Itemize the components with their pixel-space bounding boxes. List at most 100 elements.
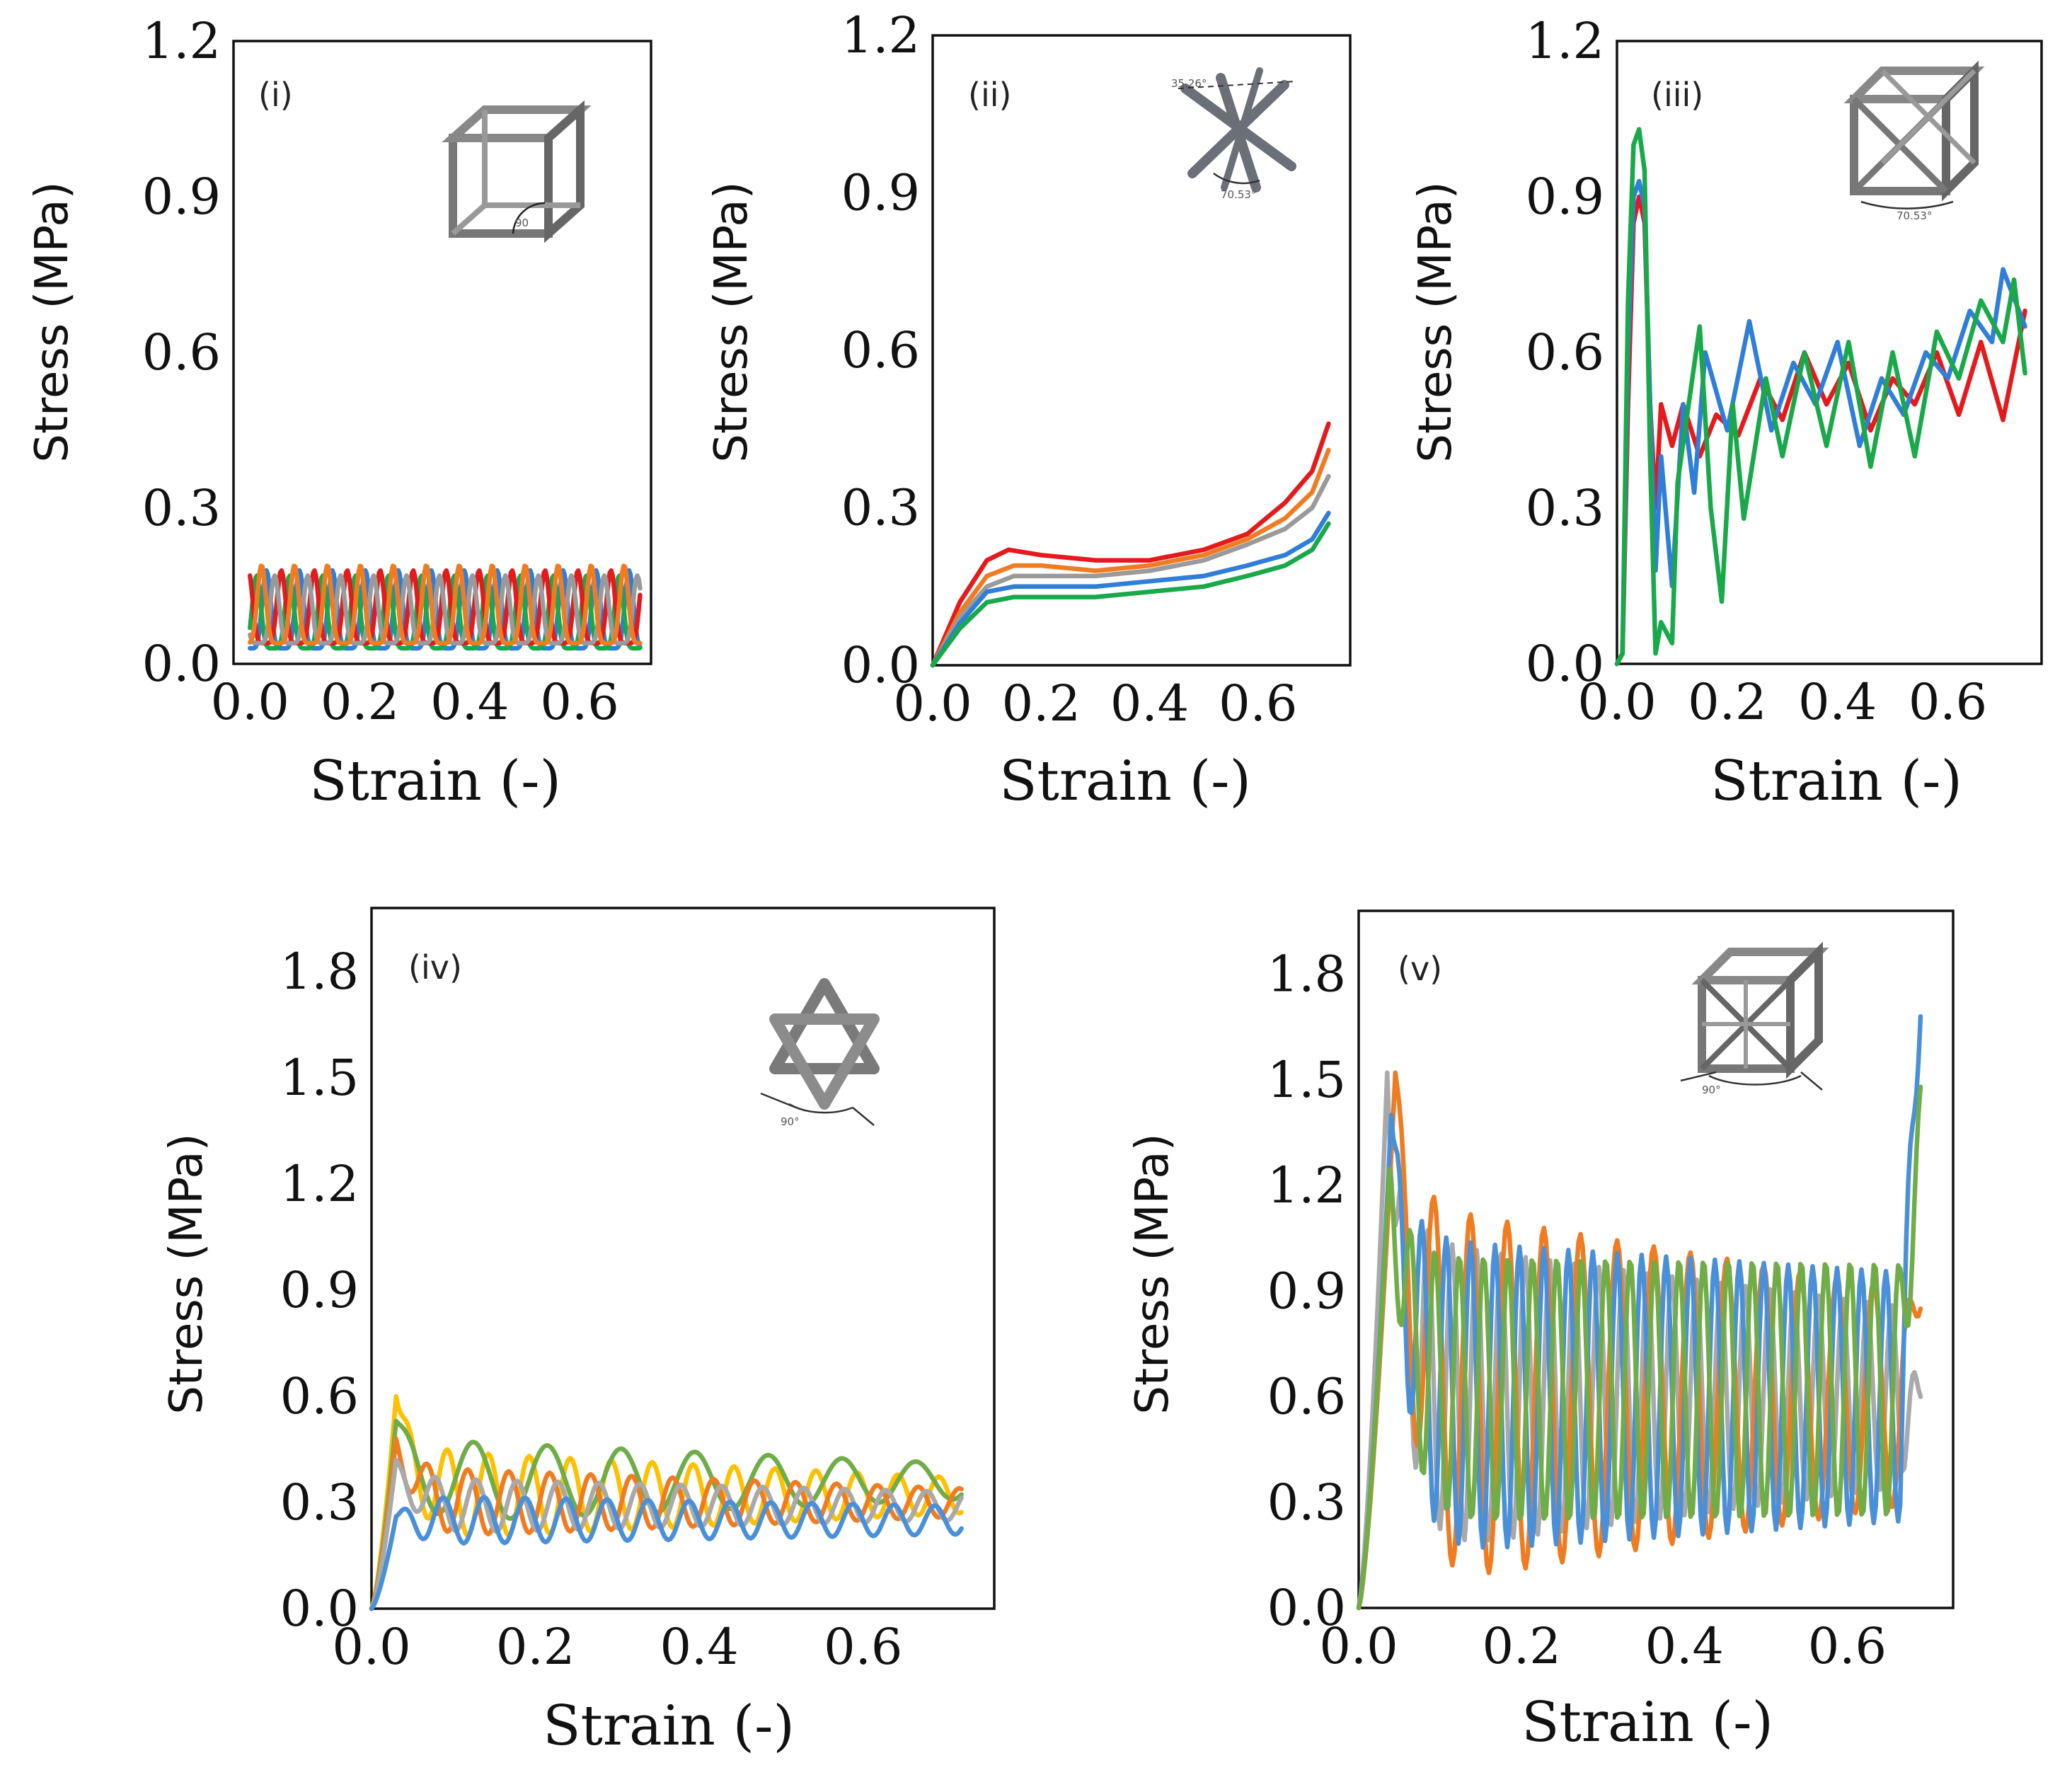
panel-ii-xtick-label: 0.2 [1002, 674, 1081, 732]
panel-v-ytick-label: 0.0 [1267, 1579, 1346, 1637]
panel-v: (v) Stress (MPa) Strain (-) 0.0 0.2 0.4 0.6… [1127, 909, 1955, 1754]
panel-ii: (ii) Stress (MPa) Strain (-) 0.0 0.2 0.4 0.… [706, 6, 1352, 813]
panel-v-xtick-label: 0.0 [1319, 1617, 1398, 1675]
panel-iii-ylabel: Stress (MPa) [1410, 181, 1462, 462]
panel-iv-ytick-label: 1.2 [280, 1155, 359, 1213]
panel-iv-frame [370, 907, 996, 1610]
panel-iii-inset-angle: 70.53° [1897, 209, 1932, 222]
panel-v-xtick-label: 0.4 [1645, 1617, 1724, 1675]
panel-v-frame [1357, 909, 1955, 1609]
panel-iv-inset-star-lattice-icon: 90° [760, 978, 880, 1128]
panel-iii-series [1614, 127, 2027, 667]
panel-iv-xtick-label: 0.6 [824, 1618, 902, 1676]
panel-ii-inset-angle-1: 35.26° [1171, 77, 1207, 90]
panel-iii-series-2 [1614, 178, 2027, 667]
panel-iv-ytick-label: 0.9 [280, 1261, 359, 1319]
panel-iv-series [369, 1394, 964, 1611]
panel-i-inset-angle: 90 [515, 217, 529, 229]
panel-v-ylabel: Stress (MPa) [1127, 1133, 1179, 1414]
panel-ii-inset-angle-2: 70.53° [1221, 188, 1256, 201]
panel-iii-xlabel: Strain (-) [1710, 749, 1962, 813]
panel-ii-ytick-label: 0.9 [841, 164, 920, 222]
panel-ii-series-2 [930, 447, 1331, 668]
panel-iv: (iv) Stress (MPa) Strain (-) 0.0 0.2 0.4 0.… [161, 907, 996, 1758]
panel-iv-ytick-label: 0.0 [280, 1580, 359, 1638]
panel-iii-ticks: 0.0 0.2 0.4 0.6 0.0 0.3 0.6 0.9 1.2 [1526, 12, 1988, 731]
panel-i: (i) Stress (MPa) Strain (-) 0.0 0.2 0.4 0.6… [26, 12, 652, 813]
panel-v-inset-angle: 90° [1702, 1084, 1721, 1096]
panel-iv-xtick-label: 0.0 [332, 1618, 410, 1676]
panel-v-xlabel: Strain (-) [1521, 1691, 1773, 1754]
panel-i-xtick-label: 0.6 [540, 673, 618, 731]
panel-i-xlabel: Strain (-) [309, 749, 561, 813]
panel-v-ticks: 0.0 0.2 0.4 0.6 0.0 0.3 0.6 0.9 1.2 1.5 1.8 [1267, 946, 1887, 1675]
panel-i-series-4 [248, 573, 643, 645]
panel-iv-xlabel: Strain (-) [543, 1694, 795, 1758]
panel-v-xtick-label: 0.2 [1482, 1617, 1560, 1675]
panel-v-xtick-label: 0.6 [1808, 1617, 1887, 1675]
panel-iv-inset-angle: 90° [781, 1115, 800, 1128]
panel-iv-ticks: 0.0 0.2 0.4 0.6 0.0 0.3 0.6 0.9 1.2 1.5 1.8 [280, 943, 903, 1676]
panel-ii-label: (ii) [968, 76, 1011, 114]
panel-iv-series-3 [369, 1436, 964, 1611]
panel-i-ytick-label: 0.0 [142, 635, 221, 693]
panel-iv-xtick-label: 0.2 [496, 1618, 575, 1676]
panel-iii-inset-cube-icon: 70.53° [1843, 60, 1985, 222]
panel-iii-ytick-label: 0.3 [1526, 479, 1604, 537]
panel-iv-ytick-label: 1.5 [280, 1049, 359, 1107]
panel-v-inset-cube-icon: 90° [1680, 941, 1829, 1096]
panel-iii-xtick-label: 0.6 [1909, 673, 1987, 731]
panel-ii-xtick-label: 0.6 [1219, 674, 1297, 732]
panel-i-xtick-label: 0.2 [321, 673, 399, 731]
panel-ii-series-3 [930, 473, 1331, 668]
panel-v-ytick-label: 1.2 [1267, 1156, 1346, 1214]
panel-ii-ytick-label: 0.6 [841, 321, 920, 379]
panel-ii-ytick-label: 0.3 [841, 479, 920, 537]
panel-iii-label: (iii) [1651, 76, 1703, 114]
panel-iii-xtick-label: 0.4 [1798, 673, 1877, 731]
panel-i-ylabel: Stress (MPa) [26, 181, 79, 462]
panel-v-ytick-label: 1.5 [1267, 1051, 1346, 1109]
panel-v-series [1356, 1013, 1923, 1611]
panel-ii-series [930, 421, 1331, 668]
panel-iii-ytick-label: 0.6 [1526, 323, 1604, 381]
panel-ii-series-4 [930, 510, 1331, 668]
panel-i-xtick-label: 0.0 [211, 673, 289, 731]
panel-iii-xtick-label: 0.0 [1577, 673, 1656, 731]
panel-iv-series-5 [369, 1495, 964, 1611]
panel-i-frame [232, 40, 652, 665]
panel-iv-series-2 [369, 1418, 964, 1611]
panel-i-xtick-label: 0.4 [430, 673, 509, 731]
panel-v-ytick-label: 1.8 [1267, 946, 1346, 1004]
panel-iv-ytick-label: 0.6 [280, 1367, 359, 1425]
panel-iv-ytick-label: 1.8 [280, 943, 359, 1001]
panel-ii-ytick-label: 0.0 [841, 636, 920, 694]
panel-i-ticks: 0.0 0.2 0.4 0.6 0.0 0.3 0.6 0.9 1.2 [142, 12, 619, 731]
panel-iii-series-3 [1614, 127, 2027, 667]
panel-i-ytick-label: 1.2 [142, 12, 221, 70]
panel-v-ytick-label: 0.6 [1267, 1368, 1346, 1426]
panel-iii-xtick-label: 0.2 [1688, 673, 1766, 731]
panel-ii-inset-lattice-icon: 35.26° 70.53° [1171, 67, 1296, 201]
panel-iv-xtick-label: 0.4 [660, 1618, 738, 1676]
panel-ii-ticks: 0.0 0.2 0.4 0.6 0.0 0.3 0.6 0.9 1.2 [841, 6, 1298, 732]
panel-ii-series-1 [930, 421, 1331, 668]
panel-i-label: (i) [258, 76, 293, 114]
panel-iv-label: (iv) [408, 948, 462, 987]
panel-i-ytick-label: 0.6 [142, 323, 221, 381]
panel-ii-series-5 [930, 521, 1331, 668]
panel-v-ytick-label: 0.9 [1267, 1262, 1346, 1320]
panel-iii-ytick-label: 1.2 [1526, 12, 1604, 70]
panel-iv-ytick-label: 0.3 [280, 1473, 359, 1532]
panel-ii-frame [931, 34, 1352, 667]
panel-ii-xtick-label: 0.0 [893, 674, 972, 732]
panel-i-series [248, 563, 643, 651]
panel-i-ytick-label: 0.3 [142, 479, 221, 537]
panel-ii-xtick-label: 0.4 [1110, 674, 1189, 732]
panel-ii-ytick-label: 1.2 [841, 6, 920, 64]
panel-i-ytick-label: 0.9 [142, 168, 221, 226]
panel-ii-xlabel: Strain (-) [999, 749, 1251, 813]
panel-ii-ylabel: Stress (MPa) [706, 181, 758, 462]
panel-v-ytick-label: 0.3 [1267, 1473, 1346, 1532]
